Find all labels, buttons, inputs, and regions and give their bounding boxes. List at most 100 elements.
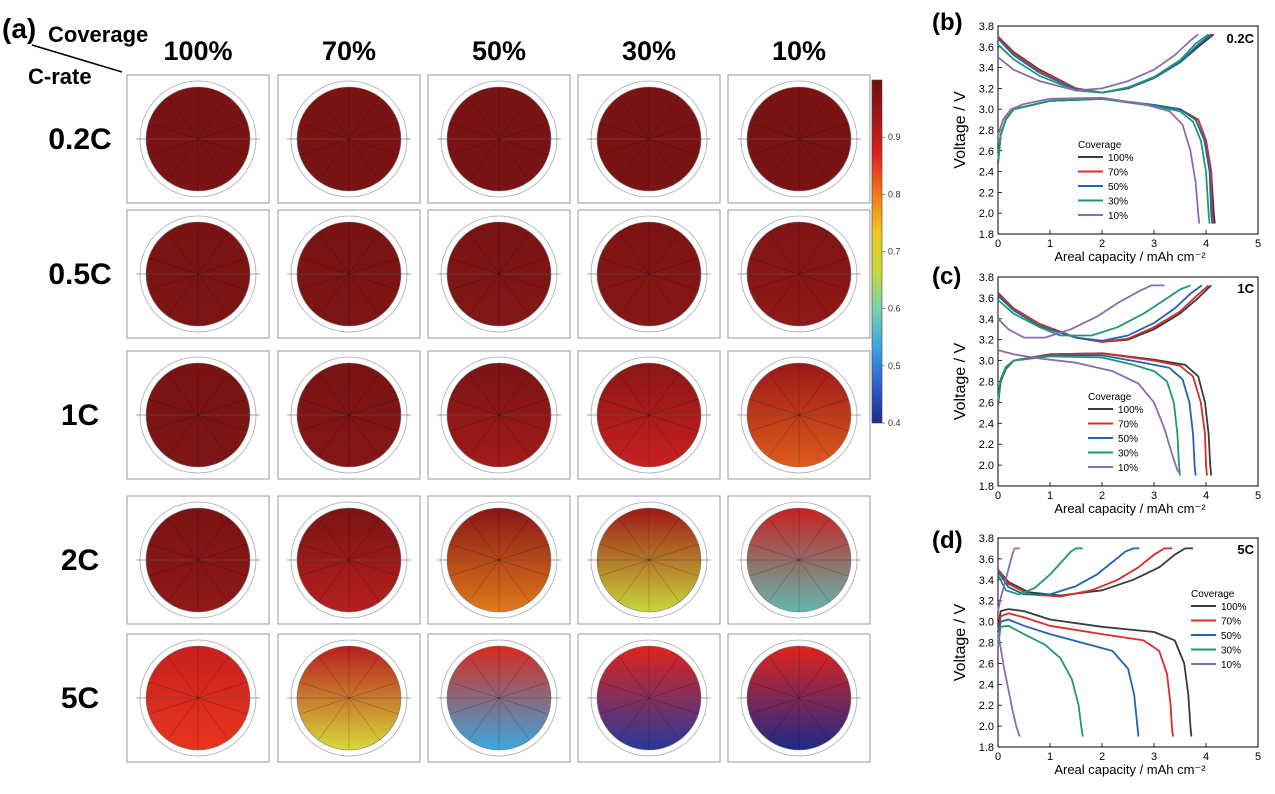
y-tick-label: 2.8 <box>979 377 994 389</box>
y-tick-label: 2.2 <box>979 439 994 451</box>
x-tick-label: 5 <box>1255 238 1261 250</box>
y-tick-label: 3.2 <box>979 83 994 95</box>
series-line-discharge <box>997 631 1021 737</box>
voltage-chart: (c) 1C 0 1 2 3 4 5 1.8 2.0 2.2 2.4 2.6 2.8 3.0 3.2 3.4 3.… <box>932 263 1261 516</box>
heatmap-cell <box>427 209 571 339</box>
heatmap-cell <box>427 633 571 763</box>
x-tick-label: 3 <box>1151 238 1157 250</box>
column-header: 50% <box>472 36 526 66</box>
series-line-charge <box>997 547 1020 612</box>
y-tick-label: 1.8 <box>979 229 994 241</box>
legend-label: 10% <box>1118 463 1138 474</box>
row-header: 5C <box>61 682 99 715</box>
panel-label: (d) <box>932 527 963 554</box>
y-tick-label: 2.2 <box>979 700 994 712</box>
series-line-discharge <box>997 349 1181 475</box>
y-tick-label: 2.6 <box>979 658 994 670</box>
y-tick-label: 2.4 <box>979 167 994 179</box>
y-tick-label: 3.4 <box>979 575 994 587</box>
legend-label: 70% <box>1108 168 1128 179</box>
series-line-discharge <box>997 354 1197 476</box>
y-axis-label: Voltage / V <box>952 91 969 169</box>
series-line-discharge <box>997 96 1201 224</box>
heatmap-cell <box>577 209 721 339</box>
y-tick-label: 1.8 <box>979 742 994 754</box>
y-tick-label: 3.6 <box>979 293 994 305</box>
x-tick-label: 0 <box>995 490 1001 502</box>
corner-coverage-label: Coverage <box>48 22 148 47</box>
heatmap-cell <box>126 633 270 763</box>
y-tick-label: 3.8 <box>979 272 994 284</box>
series-line-discharge <box>997 97 1211 224</box>
series-line-charge <box>997 547 1193 597</box>
legend-label: 70% <box>1221 617 1241 628</box>
column-header: 70% <box>322 36 376 66</box>
heatmap-cell <box>277 209 421 339</box>
legend: Coverage 100% 70% 50% 30% 10% <box>1078 140 1134 222</box>
colorbar-tick-label: 0.9 <box>888 132 901 142</box>
y-tick-label: 2.8 <box>979 125 994 137</box>
y-axis-label: Voltage / V <box>952 603 969 681</box>
series-line-discharge <box>997 97 1214 224</box>
heatmap-cell <box>727 633 871 763</box>
row-header: 0.2C <box>48 123 111 156</box>
x-tick-label: 4 <box>1203 238 1209 250</box>
colorbar: 0.9 0.8 0.7 0.6 0.5 0.4 <box>871 79 901 428</box>
legend-title: Coverage <box>1078 140 1122 151</box>
heatmap-cell <box>577 633 721 763</box>
heatmap-cell <box>727 74 871 204</box>
x-tick-label: 2 <box>1099 490 1105 502</box>
series-line-discharge <box>997 608 1193 737</box>
y-tick-label: 3.0 <box>979 617 994 629</box>
plot-frame <box>997 537 1259 748</box>
series-line-charge <box>997 284 1165 339</box>
y-tick-label: 2.6 <box>979 397 994 409</box>
x-tick-label: 0 <box>995 238 1001 250</box>
series-line-charge <box>997 284 1212 343</box>
heatmap-cell <box>126 74 270 204</box>
legend-label: 10% <box>1108 211 1128 222</box>
series-line-charge <box>997 284 1210 343</box>
y-tick-label: 3.8 <box>979 21 994 33</box>
y-tick-label: 3.2 <box>979 335 994 347</box>
rate-tag: 0.2C <box>1227 31 1255 46</box>
heatmap-cell <box>427 350 571 480</box>
y-tick-label: 2.4 <box>979 679 994 691</box>
x-tick-label: 2 <box>1099 751 1105 763</box>
y-tick-label: 2.4 <box>979 418 994 430</box>
legend-label: 50% <box>1221 631 1241 642</box>
x-axis-label: Areal capacity / mAh cm⁻² <box>1054 762 1206 777</box>
y-tick-label: 3.0 <box>979 356 994 368</box>
x-tick-label: 5 <box>1255 490 1261 502</box>
y-tick-label: 1.8 <box>979 481 994 493</box>
series-line-discharge <box>997 355 1181 476</box>
series-line-discharge <box>997 97 1216 224</box>
colorbar-tick-label: 0.5 <box>888 361 901 371</box>
legend-label: 30% <box>1108 197 1128 208</box>
y-tick-label: 3.6 <box>979 554 994 566</box>
x-tick-label: 1 <box>1047 751 1053 763</box>
rate-tag: 1C <box>1237 281 1254 296</box>
y-tick-label: 2.0 <box>979 721 994 733</box>
row-header: 0.5C <box>48 258 111 291</box>
heatmap-cell <box>727 209 871 339</box>
colorbar-tick-label: 0.8 <box>888 189 901 199</box>
series-line-charge <box>997 33 1199 92</box>
colorbar-tick-label: 0.4 <box>888 418 901 428</box>
heatmap-cell <box>427 74 571 204</box>
x-tick-label: 3 <box>1151 490 1157 502</box>
series-line-charge <box>997 284 1191 337</box>
heatmap-cell <box>727 350 871 480</box>
series-line-discharge <box>997 97 1215 224</box>
heatmap-cell <box>277 495 421 625</box>
colorbar-tick-label: 0.6 <box>888 304 901 314</box>
y-tick-label: 2.6 <box>979 146 994 158</box>
y-tick-label: 3.4 <box>979 314 994 326</box>
y-tick-label: 3.2 <box>979 596 994 608</box>
heatmap-cell <box>427 495 571 625</box>
y-tick-label: 2.0 <box>979 460 994 472</box>
x-tick-label: 0 <box>995 751 1001 763</box>
column-header: 30% <box>622 36 676 66</box>
x-tick-label: 5 <box>1255 751 1261 763</box>
